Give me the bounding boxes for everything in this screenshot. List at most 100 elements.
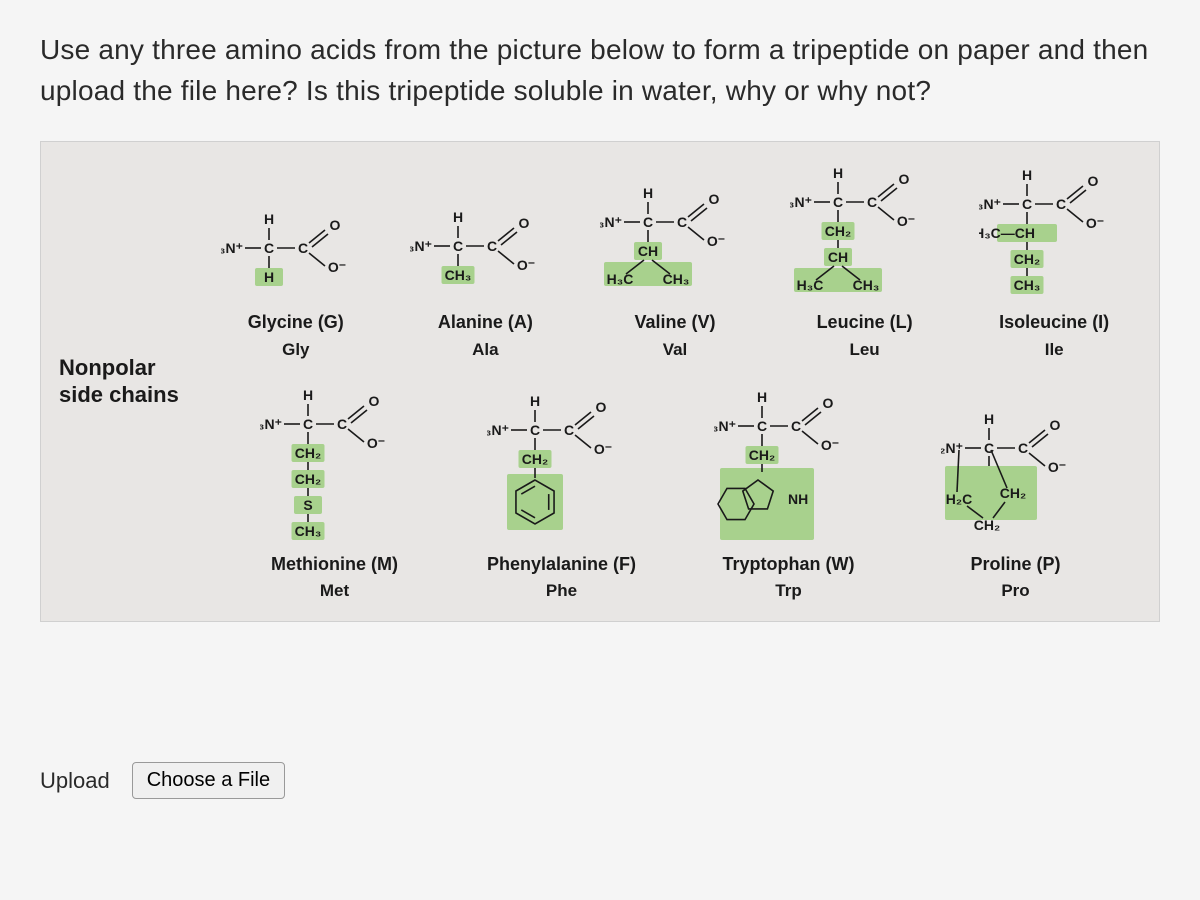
svg-text:CH₂: CH₂ [521,451,547,467]
category-label: Nonpolar side chains [51,355,201,408]
svg-text:CH₂: CH₂ [824,223,850,239]
structure-svg: HH₃N⁺CCOO⁻CH₂NH [714,386,864,548]
structure-svg: HH₂N⁺CCOO⁻H₂CCH₂CH₂ [941,408,1091,548]
svg-text:O⁻: O⁻ [593,441,611,457]
svg-text:H: H [756,389,766,405]
svg-text:C: C [790,418,800,434]
svg-text:H₃N⁺: H₃N⁺ [221,240,243,256]
aa-name: Alanine (A) [438,312,533,334]
svg-text:H: H [453,209,463,225]
svg-text:C: C [298,240,308,256]
svg-text:CH₂: CH₂ [294,445,320,461]
svg-text:H: H [529,393,539,409]
svg-text:C: C [336,416,346,432]
svg-text:H: H [264,269,274,285]
aa-name: Glycine (G) [248,312,344,334]
upload-section: Upload Choose a File [40,762,1160,799]
svg-text:C: C [302,416,312,432]
structure-svg: HH₃N⁺CCOO⁻H [221,208,371,306]
structure-svg: HH₃N⁺CCOO⁻CHH₃CCH₃ [600,182,750,306]
structure-svg: H H₃N⁺ C C O O⁻ CH₃ [410,206,560,306]
svg-text:O⁻: O⁻ [1086,215,1104,231]
aa-abbr: Phe [546,581,577,601]
aa-name: Isoleucine (I) [999,312,1109,334]
aa-name: Tryptophan (W) [723,554,855,576]
svg-text:CH₃: CH₃ [294,523,321,539]
amino-acid-card: HH₂N⁺CCOO⁻H₂CCH₂CH₂Proline (P)Pro [936,408,1096,602]
aa-abbr: Leu [849,340,879,360]
svg-text:CH₃: CH₃ [445,267,472,283]
aa-name: Leucine (L) [817,312,913,334]
svg-text:C: C [677,214,687,230]
svg-text:O⁻: O⁻ [366,435,384,451]
structure-svg: HH₃N⁺CCOO⁻CH₂CH₂SCH₃ [260,384,410,548]
aa-name: Methionine (M) [271,554,398,576]
svg-text:CH₂: CH₂ [1014,251,1040,267]
amino-acid-card: H H₃N⁺ C C O O⁻ CH₂ CHH₃C CH₃ Leucine (L) Leu [785,162,945,360]
svg-text:CH: CH [827,249,847,265]
structure-svg: HH₃N⁺CCOO⁻H₃C—CHCH₂CH₃ [979,164,1129,306]
question-text: Use any three amino acids from the pictu… [40,30,1160,111]
svg-text:C: C [756,418,766,434]
svg-text:O⁻: O⁻ [1047,459,1065,475]
svg-text:C: C [563,422,573,438]
aa-name: Phenylalanine (F) [487,554,636,576]
svg-text:H₃N⁺: H₃N⁺ [487,422,509,438]
svg-text:H: H [643,185,653,201]
upload-label: Upload [40,768,110,794]
amino-acid-panel: Nonpolar side chains H H₃N⁺ C C O O⁻ H Glycine … [40,141,1160,622]
svg-text:CH₃: CH₃ [663,271,690,287]
svg-text:H₃C: H₃C [607,271,634,287]
amino-acid-card: HH₃N⁺CCOO⁻H₃C—CHCH₂CH₃Isoleucine (I)Ile [974,164,1134,360]
svg-text:CH₂: CH₂ [294,471,320,487]
svg-text:H₃C: H₃C [796,277,823,293]
amino-acid-card: HH₃N⁺CCOO⁻CH₂CH₂SCH₃Methionine (M)Met [255,384,415,602]
choose-file-button[interactable]: Choose a File [132,762,285,799]
svg-text:H: H [833,165,843,181]
amino-acid-card: HH₃N⁺CCOO⁻HGlycine (G)Gly [216,208,376,360]
amino-acid-card: HH₃N⁺CCOO⁻CHH₃CCH₃Valine (V)Val [595,182,755,360]
svg-text:H₂C: H₂C [945,491,971,507]
svg-text:NH: NH [788,491,808,507]
svg-text:C: C [487,238,497,254]
svg-text:H₃N⁺: H₃N⁺ [979,196,1001,212]
svg-text:S: S [303,497,312,513]
svg-text:C: C [643,214,653,230]
svg-text:CH₃: CH₃ [1014,277,1041,293]
svg-text:O⁻: O⁻ [328,259,346,275]
svg-text:H: H [264,211,274,227]
svg-text:C: C [833,194,843,210]
svg-text:H₂N⁺: H₂N⁺ [941,440,963,456]
svg-text:C: C [1056,196,1066,212]
svg-text:O: O [709,191,720,207]
amino-acid-card: H H₃N⁺ C C O O⁻ CH₃ Alanine (A) Ala [405,206,565,360]
svg-text:H₃N⁺: H₃N⁺ [410,238,432,254]
svg-text:H₃N⁺: H₃N⁺ [790,194,812,210]
aa-row-1: H H₃N⁺ C C O O⁻ H Glycine (G) Gly H H₃N⁺ C C O O⁻ CH₃ Al… [201,162,1149,360]
svg-text:C: C [1022,196,1032,212]
svg-text:H: H [302,387,312,403]
aa-abbr: Trp [775,581,801,601]
svg-text:H: H [983,411,993,427]
svg-text:H₃N⁺: H₃N⁺ [260,416,282,432]
svg-text:C: C [1017,440,1027,456]
svg-text:O⁻: O⁻ [896,213,914,229]
svg-text:O⁻: O⁻ [707,233,725,249]
svg-text:O: O [519,215,530,231]
amino-acid-card: HH₃N⁺CCOO⁻CH₂Phenylalanine (F)Phe [482,390,642,602]
structure-svg: H H₃N⁺ C C O O⁻ CH₂ CHH₃C CH₃ [790,162,940,306]
aa-abbr: Ala [472,340,498,360]
svg-text:C: C [453,238,463,254]
svg-text:CH: CH [638,243,658,259]
svg-text:C: C [867,194,877,210]
aa-abbr: Met [320,581,349,601]
svg-text:O⁻: O⁻ [517,257,535,273]
aa-abbr: Gly [282,340,309,360]
svg-text:O: O [898,171,909,187]
aa-name: Valine (V) [634,312,715,334]
svg-text:O: O [822,395,833,411]
aa-row-2: H H₃N⁺ C C O O⁻ CH₂ CH₂ S CH₃ Methionine (M) Met H H₃… [201,384,1149,602]
svg-text:CH₂: CH₂ [973,517,999,533]
svg-text:CH₃: CH₃ [852,277,879,293]
svg-text:H₃C—CH: H₃C—CH [979,225,1035,241]
